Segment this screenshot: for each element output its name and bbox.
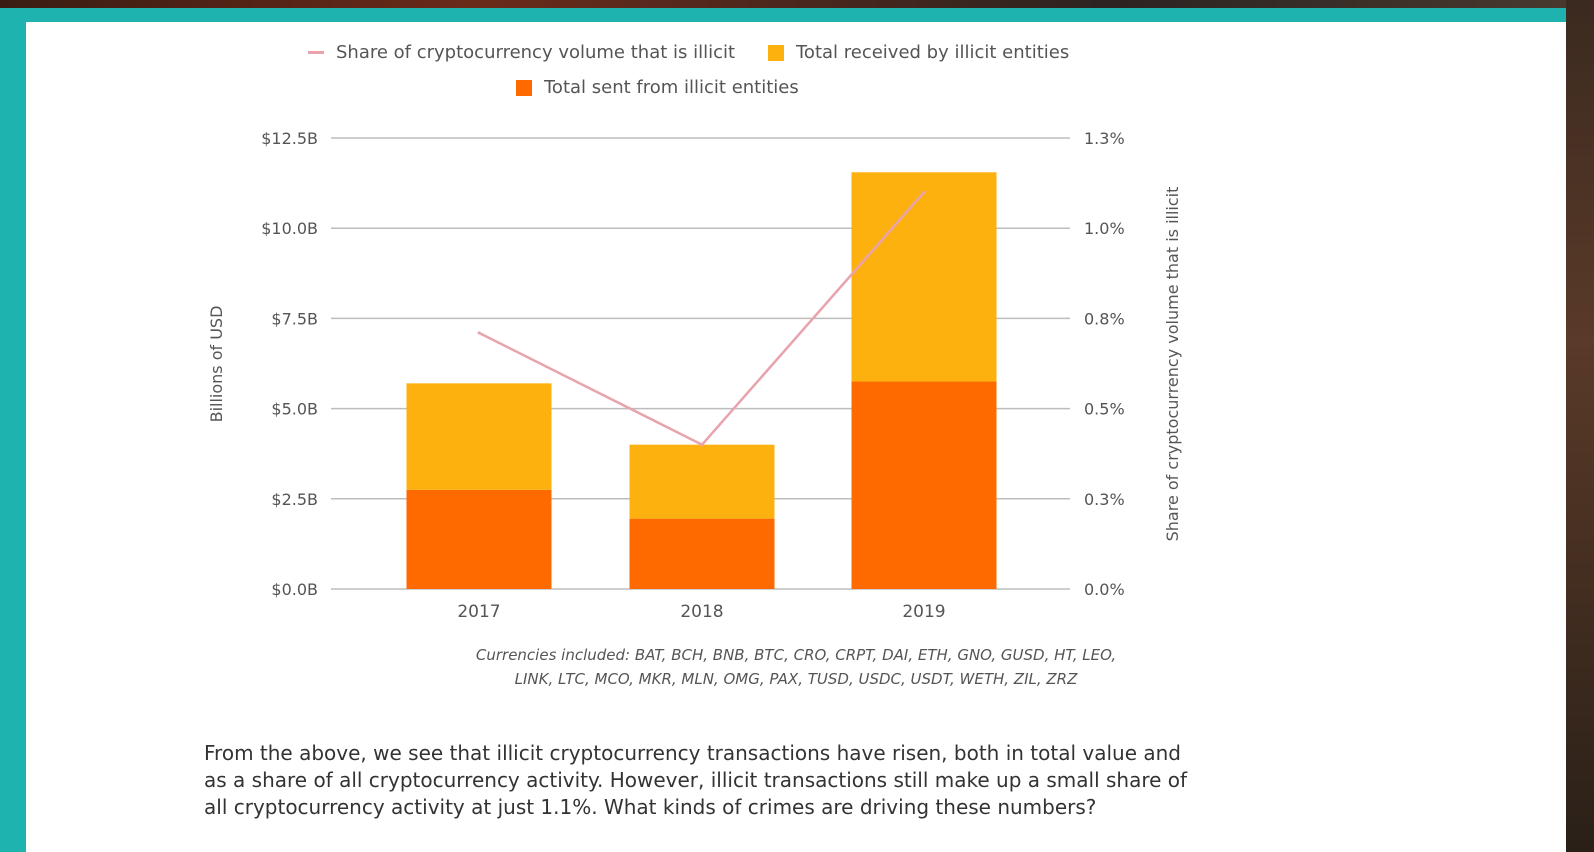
- y2-tick-label: 0.8%: [1084, 309, 1125, 328]
- bar-sent: [629, 518, 775, 589]
- slide-panel: Share of cryptocurrency volume that is i…: [26, 22, 1566, 852]
- y-tick-label: $10.0B: [261, 219, 318, 238]
- bar-sent: [406, 489, 552, 589]
- share-point: [477, 331, 481, 335]
- y2-tick-label: 0.0%: [1084, 580, 1125, 599]
- bar-received: [629, 444, 775, 519]
- share-point: [922, 190, 926, 194]
- y-axis-label: Billions of USD: [207, 306, 226, 423]
- legend-swatch-sent: [516, 79, 532, 96]
- y-tick-label: $0.0B: [271, 580, 318, 599]
- legend-line-swatch: [308, 51, 324, 54]
- x-tick-label: 2017: [457, 602, 500, 622]
- bar-received: [406, 383, 552, 490]
- stacked-bar-chart: $0.0B 0.0% $2.5B 0.3% $5.0B 0.5% $7.5B 0.8% $10.…: [207, 129, 1182, 622]
- y-tick-label: $7.5B: [271, 309, 318, 328]
- legend-swatch-received: [768, 44, 784, 61]
- y-tick-label: $5.0B: [271, 400, 318, 419]
- y2-tick-label: 1.0%: [1084, 219, 1125, 238]
- y-tick-label: $12.5B: [261, 129, 318, 148]
- legend-label-sent: Total sent from illicit entities: [544, 77, 799, 98]
- bar-sent: [851, 381, 997, 589]
- y2-axis-label: Share of cryptocurrency volume that is i…: [1163, 187, 1182, 542]
- y2-tick-label: 1.3%: [1084, 129, 1125, 148]
- caption-line-1: Currencies included: BAT, BCH, BNB, BTC,…: [475, 646, 1117, 664]
- top-window-strip: [0, 0, 1594, 10]
- caption-line-2: LINK, LTC, MCO, MKR, MLN, OMG, PAX, TUSD…: [514, 670, 1078, 688]
- x-tick-label: 2018: [680, 602, 723, 622]
- legend-label-share: Share of cryptocurrency volume that is i…: [336, 42, 736, 63]
- body-paragraph: From the above, we see that illicit cryp…: [204, 741, 1188, 819]
- legend-item-share: Share of cryptocurrency volume that is i…: [308, 42, 735, 63]
- y2-tick-label: 0.3%: [1084, 490, 1125, 509]
- legend-item-sent: Total sent from illicit entities: [516, 77, 799, 98]
- y-tick-label: $2.5B: [271, 490, 318, 509]
- x-tick-label: 2019: [902, 602, 945, 622]
- legend-label-received: Total received by illicit entities: [796, 42, 1070, 63]
- frame-right-edge: [1566, 0, 1594, 852]
- y2-tick-label: 0.5%: [1084, 400, 1125, 419]
- bar-received: [851, 172, 997, 382]
- share-point: [700, 443, 704, 447]
- legend-item-received: Total received by illicit entities: [768, 42, 1069, 63]
